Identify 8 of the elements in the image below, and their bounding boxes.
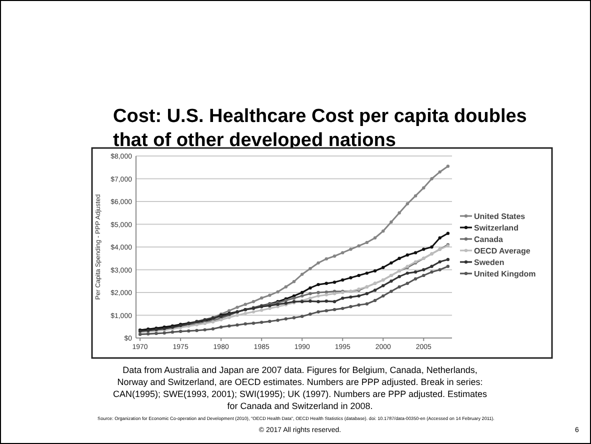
chart-title: Cost: U.S. Healthcare Cost per capita doubles that of other developed nations — [113, 106, 527, 151]
legend-label: OECD Average — [474, 246, 531, 256]
legend-label: Canada — [474, 235, 504, 244]
legend-label: Sweden — [474, 258, 504, 267]
legend-label: Switzerland — [474, 224, 519, 232]
legend-label: United Kingdom — [474, 270, 536, 278]
legend-label: United States — [474, 212, 526, 221]
text: Data from Australia and Japan are 2007 data. Figures for Belgium, Canada, Netherlands, Norway and Switzerland, are OECD estimates. Numbers are PPP adjusted. Break in series: CAN(1995); SWE(1993, 2001); SWI(1995); UK (1997). Numbers are PPP adjusted. Estimates for Canada and Switzerland in 2008. — [113, 365, 488, 411]
